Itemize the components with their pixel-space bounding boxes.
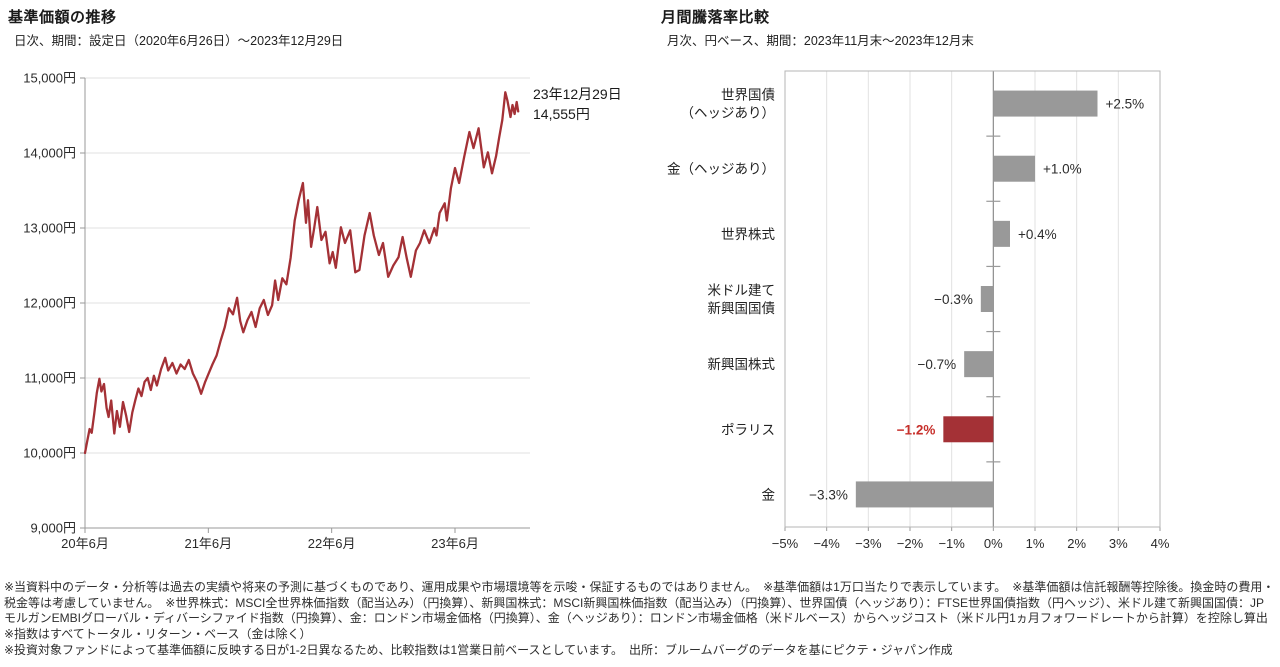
bar <box>993 90 1098 117</box>
footnote-disclaimer: ※当資料中のデータ・分析等は過去の実績や将来の予測に基づくものであり、運用成果や… <box>4 580 1280 642</box>
latest-nav-value: 14,555円 <box>533 106 590 123</box>
nav-chart-title: 基準価額の推移 <box>8 9 117 26</box>
bar-value-label: +2.5% <box>1106 97 1145 112</box>
bar-value-label: −3.3% <box>809 487 848 502</box>
nav-chart-subtitle: 日次、期間：設定日（2020年6月26日）～2023年12月29日 <box>14 34 344 48</box>
bar <box>855 481 994 508</box>
category-label: 新興国株式 <box>708 357 776 372</box>
x-axis-label: 21年6月 <box>184 536 232 551</box>
plot-border <box>784 70 1161 528</box>
x-axis-label: −2% <box>897 536 924 551</box>
bar <box>993 220 1010 247</box>
bar-value-label: −0.7% <box>918 357 957 372</box>
footnotes: ※当資料中のデータ・分析等は過去の実績や将来の予測に基づくものであり、運用成果や… <box>4 580 1280 659</box>
category-label: 米ドル建て <box>708 283 776 298</box>
x-axis-label: 20年6月 <box>61 536 109 551</box>
y-axis-label: 15,000円 <box>23 71 76 86</box>
category-label: 世界株式 <box>721 227 775 242</box>
latest-nav-annotation: 23年12月29日 14,555円 <box>533 84 622 125</box>
y-axis-label: 14,000円 <box>23 146 76 161</box>
nav-line-series <box>83 91 520 455</box>
latest-nav-date: 23年12月29日 <box>533 86 622 102</box>
category-label: 金（ヘッジあり） <box>667 162 775 177</box>
bar-polaris <box>943 416 994 443</box>
bar-value-label: +1.0% <box>1043 162 1082 177</box>
category-label: ポラリス <box>721 422 775 437</box>
bar-value-label: +0.4% <box>1018 227 1057 242</box>
bar <box>993 155 1035 182</box>
bar <box>980 286 994 312</box>
x-axis-label: 22年6月 <box>308 536 356 551</box>
x-axis-label: −3% <box>855 536 882 551</box>
x-axis-label: 23年6月 <box>431 536 479 551</box>
x-axis-label: −4% <box>813 536 840 551</box>
y-axis-label: 9,000円 <box>30 521 76 536</box>
category-label: 金 <box>762 487 776 502</box>
nav-line-chart: 9,000円 10,000円 11,000円 12,000円 13,000円 14,000… <box>23 71 530 551</box>
performance-chart-subtitle: 月次、円ベース、期間：2023年11月末～2023年12月末 <box>667 34 974 48</box>
performance-bar-chart: −5% −4% −3% −2% −1% 0% 1% 2% 3% 4% +2.5% 世界国債 （ヘッジあり… <box>667 70 1170 551</box>
y-axis-label: 10,000円 <box>23 446 76 461</box>
bar-value-label: −1.2% <box>897 422 936 437</box>
x-axis-label: −5% <box>772 536 799 551</box>
x-axis-label: 3% <box>1109 536 1128 551</box>
x-axis-label: 0% <box>984 536 1003 551</box>
x-axis-label: 2% <box>1067 536 1086 551</box>
bar-value-label: −0.3% <box>934 292 973 307</box>
category-label: 新興国国債 <box>708 301 776 316</box>
performance-chart-title: 月間騰落率比較 <box>661 9 770 26</box>
y-axis-label: 11,000円 <box>24 371 76 386</box>
category-label: （ヘッジあり） <box>681 106 776 121</box>
x-axis-label: 4% <box>1151 536 1170 551</box>
y-axis-label: 12,000円 <box>23 296 76 311</box>
x-axis-label: 1% <box>1026 536 1045 551</box>
category-label: 世界国債 <box>721 88 775 103</box>
bar <box>964 351 994 378</box>
footnote-source: ※投資対象ファンドによって基準価額に反映する日が1-2日異なるため、比較指数は1… <box>4 642 953 657</box>
x-axis-label: −1% <box>938 536 965 551</box>
y-axis-label: 13,000円 <box>23 221 76 236</box>
